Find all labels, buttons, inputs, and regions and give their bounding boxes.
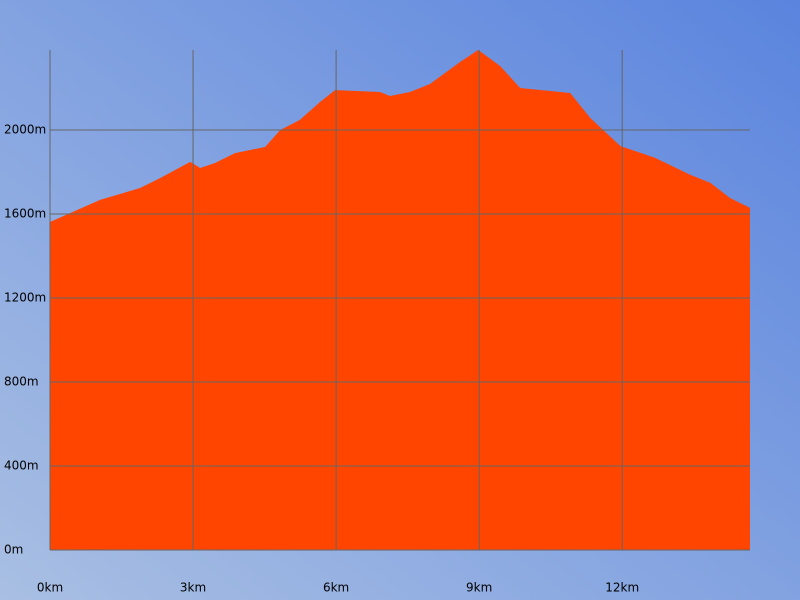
x-tick-label: 12km [605,581,639,595]
y-tick-label: 1600m [4,207,46,221]
y-tick-label: 800m [4,375,39,389]
y-tick-label: 2000m [4,123,46,137]
x-tick-label: 9km [466,581,492,595]
x-tick-label: 0km [37,581,63,595]
y-tick-label: 1200m [4,291,46,305]
y-tick-label: 0m [4,543,23,557]
x-tick-label: 3km [180,581,206,595]
elevation-area [50,50,750,550]
x-tick-label: 6km [323,581,349,595]
y-tick-label: 400m [4,459,39,473]
